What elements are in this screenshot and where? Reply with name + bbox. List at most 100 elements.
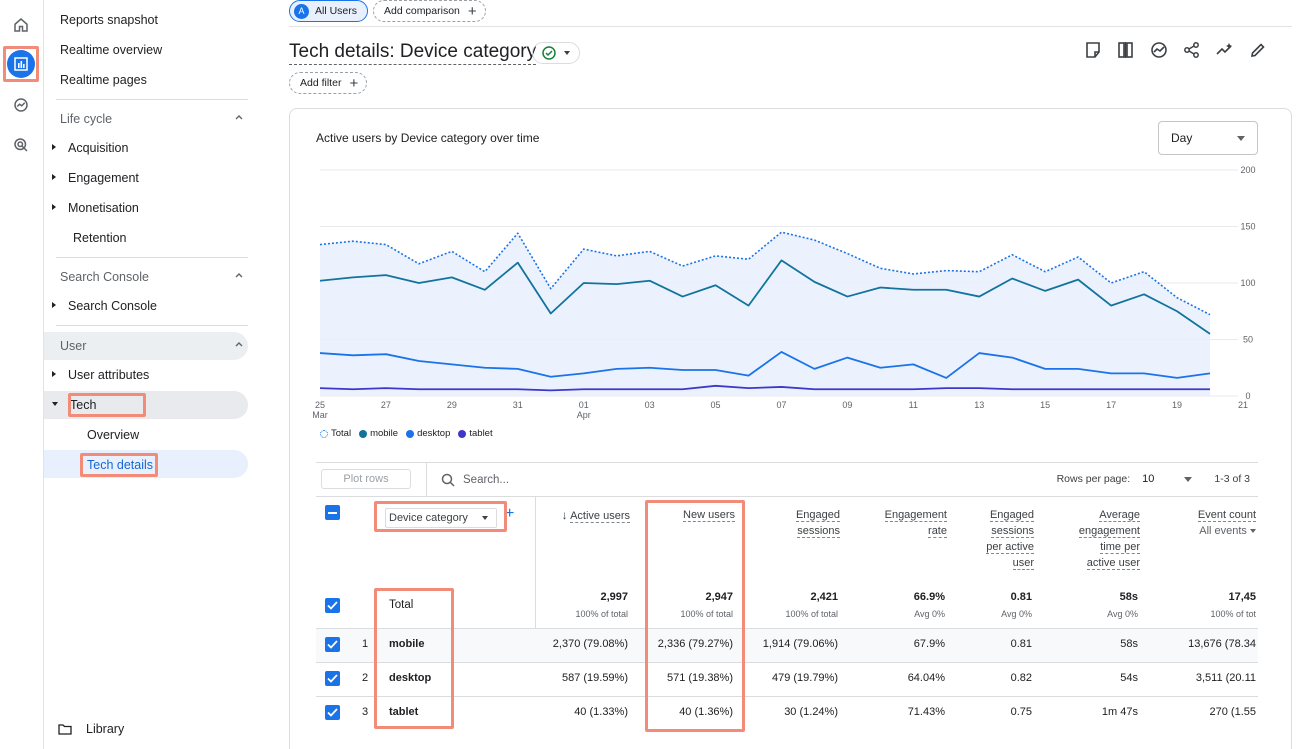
legend-label: desktop bbox=[417, 428, 451, 439]
x-tick-label: 29 bbox=[447, 400, 457, 410]
reports-icon[interactable] bbox=[3, 46, 39, 82]
legend-item-desktop[interactable]: desktop bbox=[406, 428, 450, 439]
caret-right-icon bbox=[52, 174, 56, 180]
sidebar-item-library[interactable]: Library bbox=[58, 722, 124, 736]
indeterminate-mark bbox=[328, 511, 337, 514]
sidebar-item-realtime-overview[interactable]: Realtime overview bbox=[60, 43, 163, 57]
series-line-mobile bbox=[319, 259, 1211, 335]
sidebar-item-engagement[interactable]: Engagement bbox=[52, 171, 139, 185]
table-row[interactable] bbox=[316, 662, 1258, 696]
pencil-icon[interactable] bbox=[1249, 41, 1267, 59]
legend-label: Total bbox=[331, 428, 352, 439]
column-label: Engagement rate bbox=[884, 509, 947, 538]
column-header-new-users[interactable]: New users bbox=[650, 507, 735, 523]
sidebar-item-label: Search Console bbox=[68, 299, 157, 313]
rows-per-page-label: Rows per page: bbox=[1056, 473, 1131, 485]
title-status-button[interactable] bbox=[532, 42, 580, 64]
table-row[interactable] bbox=[316, 696, 1258, 730]
column-header-engaged-sessions[interactable]: Engaged sessions bbox=[755, 507, 840, 539]
section-header-user[interactable]: User bbox=[60, 339, 244, 353]
sidebar-item-overview[interactable]: Overview bbox=[87, 428, 139, 442]
section-header-search-console[interactable]: Search Console bbox=[60, 270, 244, 284]
row-metric-value: 54s bbox=[1120, 672, 1138, 684]
divider bbox=[56, 325, 248, 326]
column-header-event-count[interactable]: Event count All events bbox=[1160, 507, 1256, 539]
sidebar-item-user-attributes[interactable]: User attributes bbox=[52, 368, 149, 382]
column-header-engagement-rate[interactable]: Engagement rate bbox=[860, 507, 947, 539]
total-checkbox[interactable] bbox=[325, 598, 340, 613]
checkmark-icon bbox=[327, 640, 338, 649]
share-icon[interactable] bbox=[1183, 41, 1201, 59]
table-search[interactable]: Search... bbox=[426, 463, 509, 497]
edit-report-icon[interactable] bbox=[1084, 41, 1102, 59]
add-filter-button[interactable]: Add filter + bbox=[289, 72, 368, 94]
row-metric-value: 13,676 (78.34 bbox=[1188, 638, 1256, 650]
x-tick-label: 03 bbox=[645, 400, 655, 410]
home-icon[interactable] bbox=[4, 8, 38, 42]
rows-per-page-select[interactable]: 10 bbox=[1142, 473, 1193, 485]
rows-per-page-value: 10 bbox=[1142, 473, 1155, 485]
add-comparison-button[interactable]: Add comparison + bbox=[373, 0, 486, 22]
add-comparison-label: Add comparison bbox=[384, 5, 460, 17]
trend-icon[interactable] bbox=[1216, 41, 1234, 59]
sidebar-item-tech-details[interactable]: Tech details bbox=[87, 458, 153, 472]
table-divider bbox=[316, 496, 1258, 497]
row-dimension-value[interactable]: desktop bbox=[389, 672, 432, 684]
row-dimension-value[interactable]: mobile bbox=[389, 638, 425, 650]
x-tick-label: 31 bbox=[513, 400, 523, 410]
insights-icon[interactable] bbox=[1150, 41, 1168, 59]
row-checkbox[interactable] bbox=[325, 671, 340, 686]
highlight-box bbox=[374, 501, 507, 532]
column-header-avg-engagement-time[interactable]: Average engagement time per active user bbox=[1050, 507, 1140, 571]
segment-chip[interactable]: A All Users bbox=[289, 0, 369, 22]
search-input[interactable]: Search... bbox=[463, 474, 510, 486]
dropdown-arrow-icon bbox=[564, 51, 570, 55]
legend-swatch bbox=[458, 429, 467, 438]
row-checkbox[interactable] bbox=[325, 705, 340, 720]
header-divider bbox=[289, 26, 1292, 27]
sidebar-item-tech[interactable]: Tech bbox=[52, 398, 96, 412]
sidebar-item-retention[interactable]: Retention bbox=[73, 231, 127, 245]
add-filter-label: Add filter bbox=[300, 77, 342, 89]
add-dimension-icon[interactable]: + bbox=[505, 505, 515, 522]
x-tick-label: 21 bbox=[1238, 400, 1248, 410]
sidebar-item-reports-snapshot[interactable]: Reports snapshot bbox=[60, 13, 158, 27]
explore-icon[interactable] bbox=[4, 88, 38, 122]
select-all-checkbox[interactable] bbox=[325, 505, 340, 520]
row-metric-value: 2,336 (79.27%) bbox=[657, 638, 733, 650]
chart-legend: Total mobile desktop tablet bbox=[320, 428, 493, 439]
compare-icon[interactable] bbox=[1117, 41, 1135, 59]
row-metric-value: 30 (1.24%) bbox=[784, 706, 838, 718]
table-row[interactable] bbox=[316, 628, 1258, 662]
row-checkbox[interactable] bbox=[325, 637, 340, 652]
granularity-select[interactable]: Day bbox=[1158, 121, 1258, 155]
sidebar-item-acquisition[interactable]: Acquisition bbox=[52, 141, 128, 155]
total-label: Total bbox=[389, 599, 414, 611]
plus-icon: + bbox=[349, 74, 359, 92]
legend-item-mobile[interactable]: mobile bbox=[359, 428, 398, 439]
legend-item-tablet[interactable]: tablet bbox=[458, 428, 493, 439]
page-title[interactable]: Tech details: Device category bbox=[289, 40, 537, 65]
y-tick-label: 200 bbox=[1240, 165, 1255, 175]
row-metric-value: 71.43% bbox=[907, 706, 945, 718]
row-metric-value: 0.75 bbox=[1010, 706, 1032, 718]
dimension-select[interactable]: Device category bbox=[385, 508, 497, 528]
row-index: 2 bbox=[362, 672, 369, 684]
sidebar-item-realtime-pages[interactable]: Realtime pages bbox=[60, 73, 147, 87]
report-card: Active users by Device category over tim… bbox=[289, 108, 1292, 749]
column-header-active-users[interactable]: ↓ Active users bbox=[545, 507, 630, 524]
sidebar-item-monetisation[interactable]: Monetisation bbox=[52, 201, 139, 215]
total-subtext: 100% of total bbox=[680, 609, 733, 619]
sidebar-item-search-console[interactable]: Search Console bbox=[52, 299, 157, 313]
section-title: Life cycle bbox=[60, 112, 113, 126]
section-header-lifecycle[interactable]: Life cycle bbox=[60, 112, 244, 126]
row-metric-value: 67.9% bbox=[913, 638, 945, 650]
row-dimension-value[interactable]: tablet bbox=[389, 706, 419, 718]
column-header-engaged-sessions-per-user[interactable]: Engaged sessions per active user bbox=[950, 507, 1034, 571]
search-icon bbox=[441, 473, 455, 487]
plot-rows-button[interactable]: Plot rows bbox=[321, 469, 411, 489]
legend-item-total[interactable]: Total bbox=[320, 428, 351, 439]
sort-desc-icon: ↓ bbox=[561, 508, 568, 522]
advertising-icon[interactable] bbox=[4, 128, 38, 162]
